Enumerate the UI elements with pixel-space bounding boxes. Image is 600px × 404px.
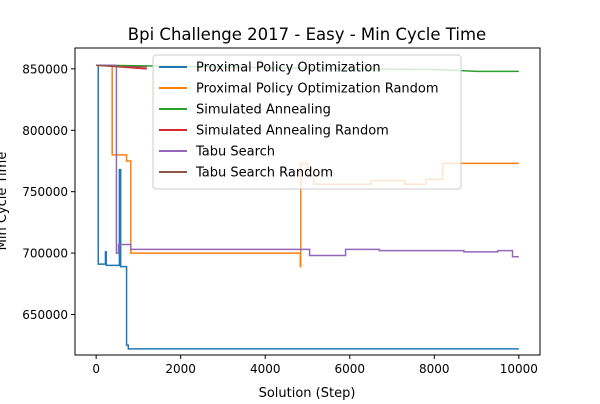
legend-label-4: Simulated Annealing Random: [196, 124, 389, 139]
x-tick-label: 4000: [250, 362, 281, 376]
x-tick-label: 6000: [334, 362, 365, 376]
y-tick-label: 650000: [22, 308, 68, 322]
x-axis-label: Solution (Step): [259, 386, 356, 400]
x-tick-label: 0: [92, 362, 100, 376]
legend: Proximal Policy Optimization Proximal Pol…: [152, 54, 462, 190]
y-tick-label: 800000: [22, 124, 68, 138]
y-tick-label: 700000: [22, 247, 68, 261]
legend-label-3: Simulated Annealing: [196, 103, 331, 118]
legend-label-5: Tabu Search: [195, 145, 275, 160]
series-line-6: [96, 64, 147, 68]
legend-box: [152, 54, 462, 190]
series-line-5: [96, 64, 519, 258]
legend-label-1: Proximal Policy Optimization: [196, 61, 381, 76]
plot-frame: [74, 47, 541, 356]
x-tick-label: 10000: [500, 362, 538, 376]
y-tick-label: 750000: [22, 185, 68, 199]
x-tick-label: 8000: [419, 362, 450, 376]
legend-label-6: Tabu Search Random: [195, 166, 333, 181]
series-line-1: [96, 64, 519, 350]
x-tick-label: 2000: [165, 362, 196, 376]
legend-label-2: Proximal Policy Optimization Random: [196, 82, 439, 97]
chart-title: Bpi Challenge 2017 - Easy - Min Cycle Ti…: [128, 25, 486, 44]
x-axis-ticks: 0 2000 4000 6000 8000 10000: [92, 355, 538, 376]
y-tick-label: 850000: [22, 62, 68, 76]
y-axis-label: Min Cycle Time: [0, 152, 10, 251]
y-axis-ticks: 650000 700000 750000 800000 850000: [22, 62, 75, 322]
